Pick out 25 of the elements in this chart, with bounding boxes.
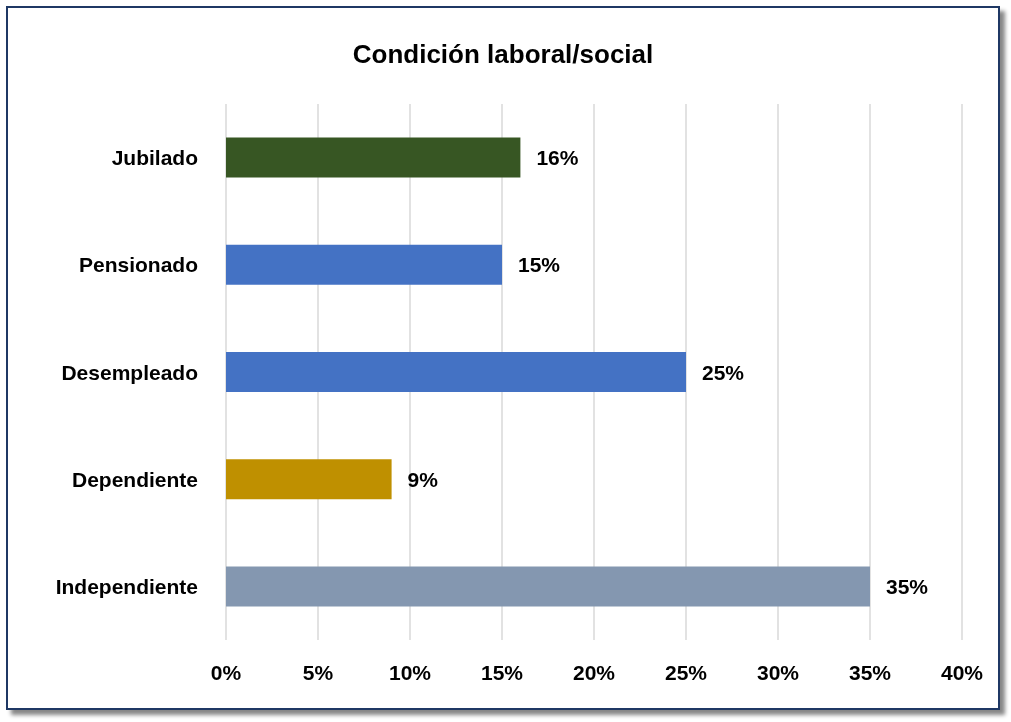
x-tick-label: 30% — [756, 661, 800, 684]
x-tick-label: 15% — [480, 661, 524, 684]
y-tick-label: Independiente — [55, 574, 198, 598]
data-label: 9% — [407, 467, 439, 491]
data-label: 25% — [702, 360, 745, 384]
bar — [226, 566, 870, 607]
data-label: 16% — [536, 146, 579, 170]
bar — [226, 352, 686, 392]
bar — [226, 459, 392, 500]
bar — [226, 244, 502, 285]
x-tick-label: 0% — [210, 661, 242, 684]
x-tick-label: 10% — [388, 661, 432, 684]
x-tick-label: 35% — [848, 661, 892, 684]
x-tick-label: 20% — [572, 661, 616, 684]
x-tick-label: 5% — [302, 661, 334, 684]
y-tick-label: Dependiente — [71, 467, 198, 491]
x-tick-label: 40% — [940, 661, 984, 684]
data-label: 35% — [886, 574, 929, 598]
y-tick-label: Desempleado — [61, 360, 198, 384]
chart-title: Condición laboral/social — [352, 39, 654, 69]
data-label: 15% — [518, 253, 561, 277]
y-tick-label: Jubilado — [111, 146, 198, 170]
y-tick-label: Pensionado — [78, 253, 198, 277]
bar — [226, 137, 521, 178]
x-tick-label: 25% — [664, 661, 708, 684]
